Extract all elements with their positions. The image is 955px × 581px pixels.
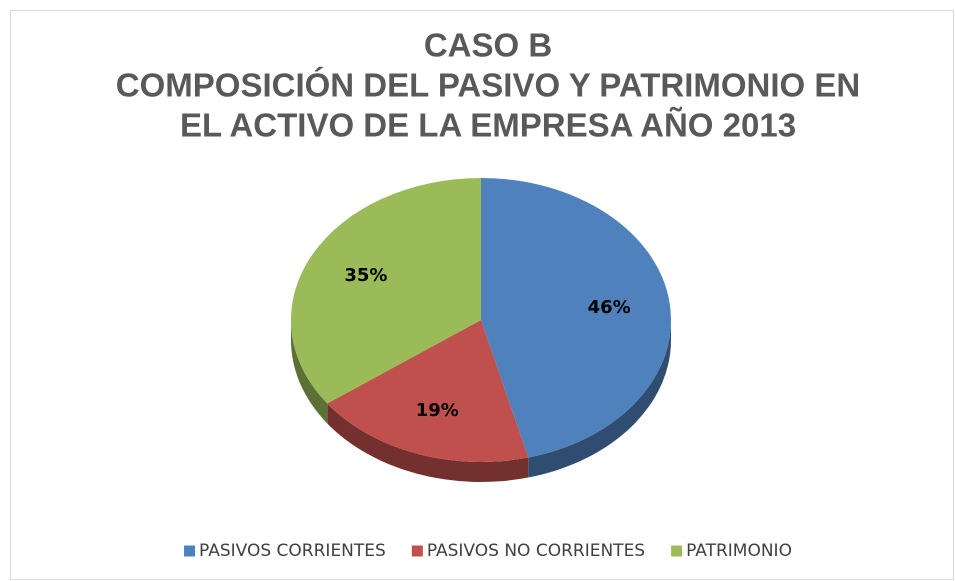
slice-side [528, 320, 671, 478]
slice [327, 320, 529, 462]
slice-side [291, 320, 328, 424]
slice [291, 178, 481, 404]
data-label: 35% [344, 265, 387, 286]
chart-title: EL ACTIVO DE LA EMPRESA AÑO 2013 [180, 107, 796, 144]
chart-title: CASO B [424, 27, 552, 64]
chart-title: COMPOSICIÓN DEL PASIVO Y PATRIMONIO EN [116, 67, 860, 104]
legend-swatch [411, 545, 423, 557]
legend-label: PASIVOS NO CORRIENTES [427, 541, 645, 561]
slice [481, 178, 672, 458]
data-label: 46% [588, 297, 631, 318]
data-label: 19% [416, 400, 459, 421]
legend-swatch [671, 545, 683, 557]
legend-swatch [184, 545, 196, 557]
legend-label: PATRIMONIO [686, 541, 792, 561]
legend-label: PASIVOS CORRIENTES [199, 541, 386, 561]
slice-side [327, 403, 529, 482]
